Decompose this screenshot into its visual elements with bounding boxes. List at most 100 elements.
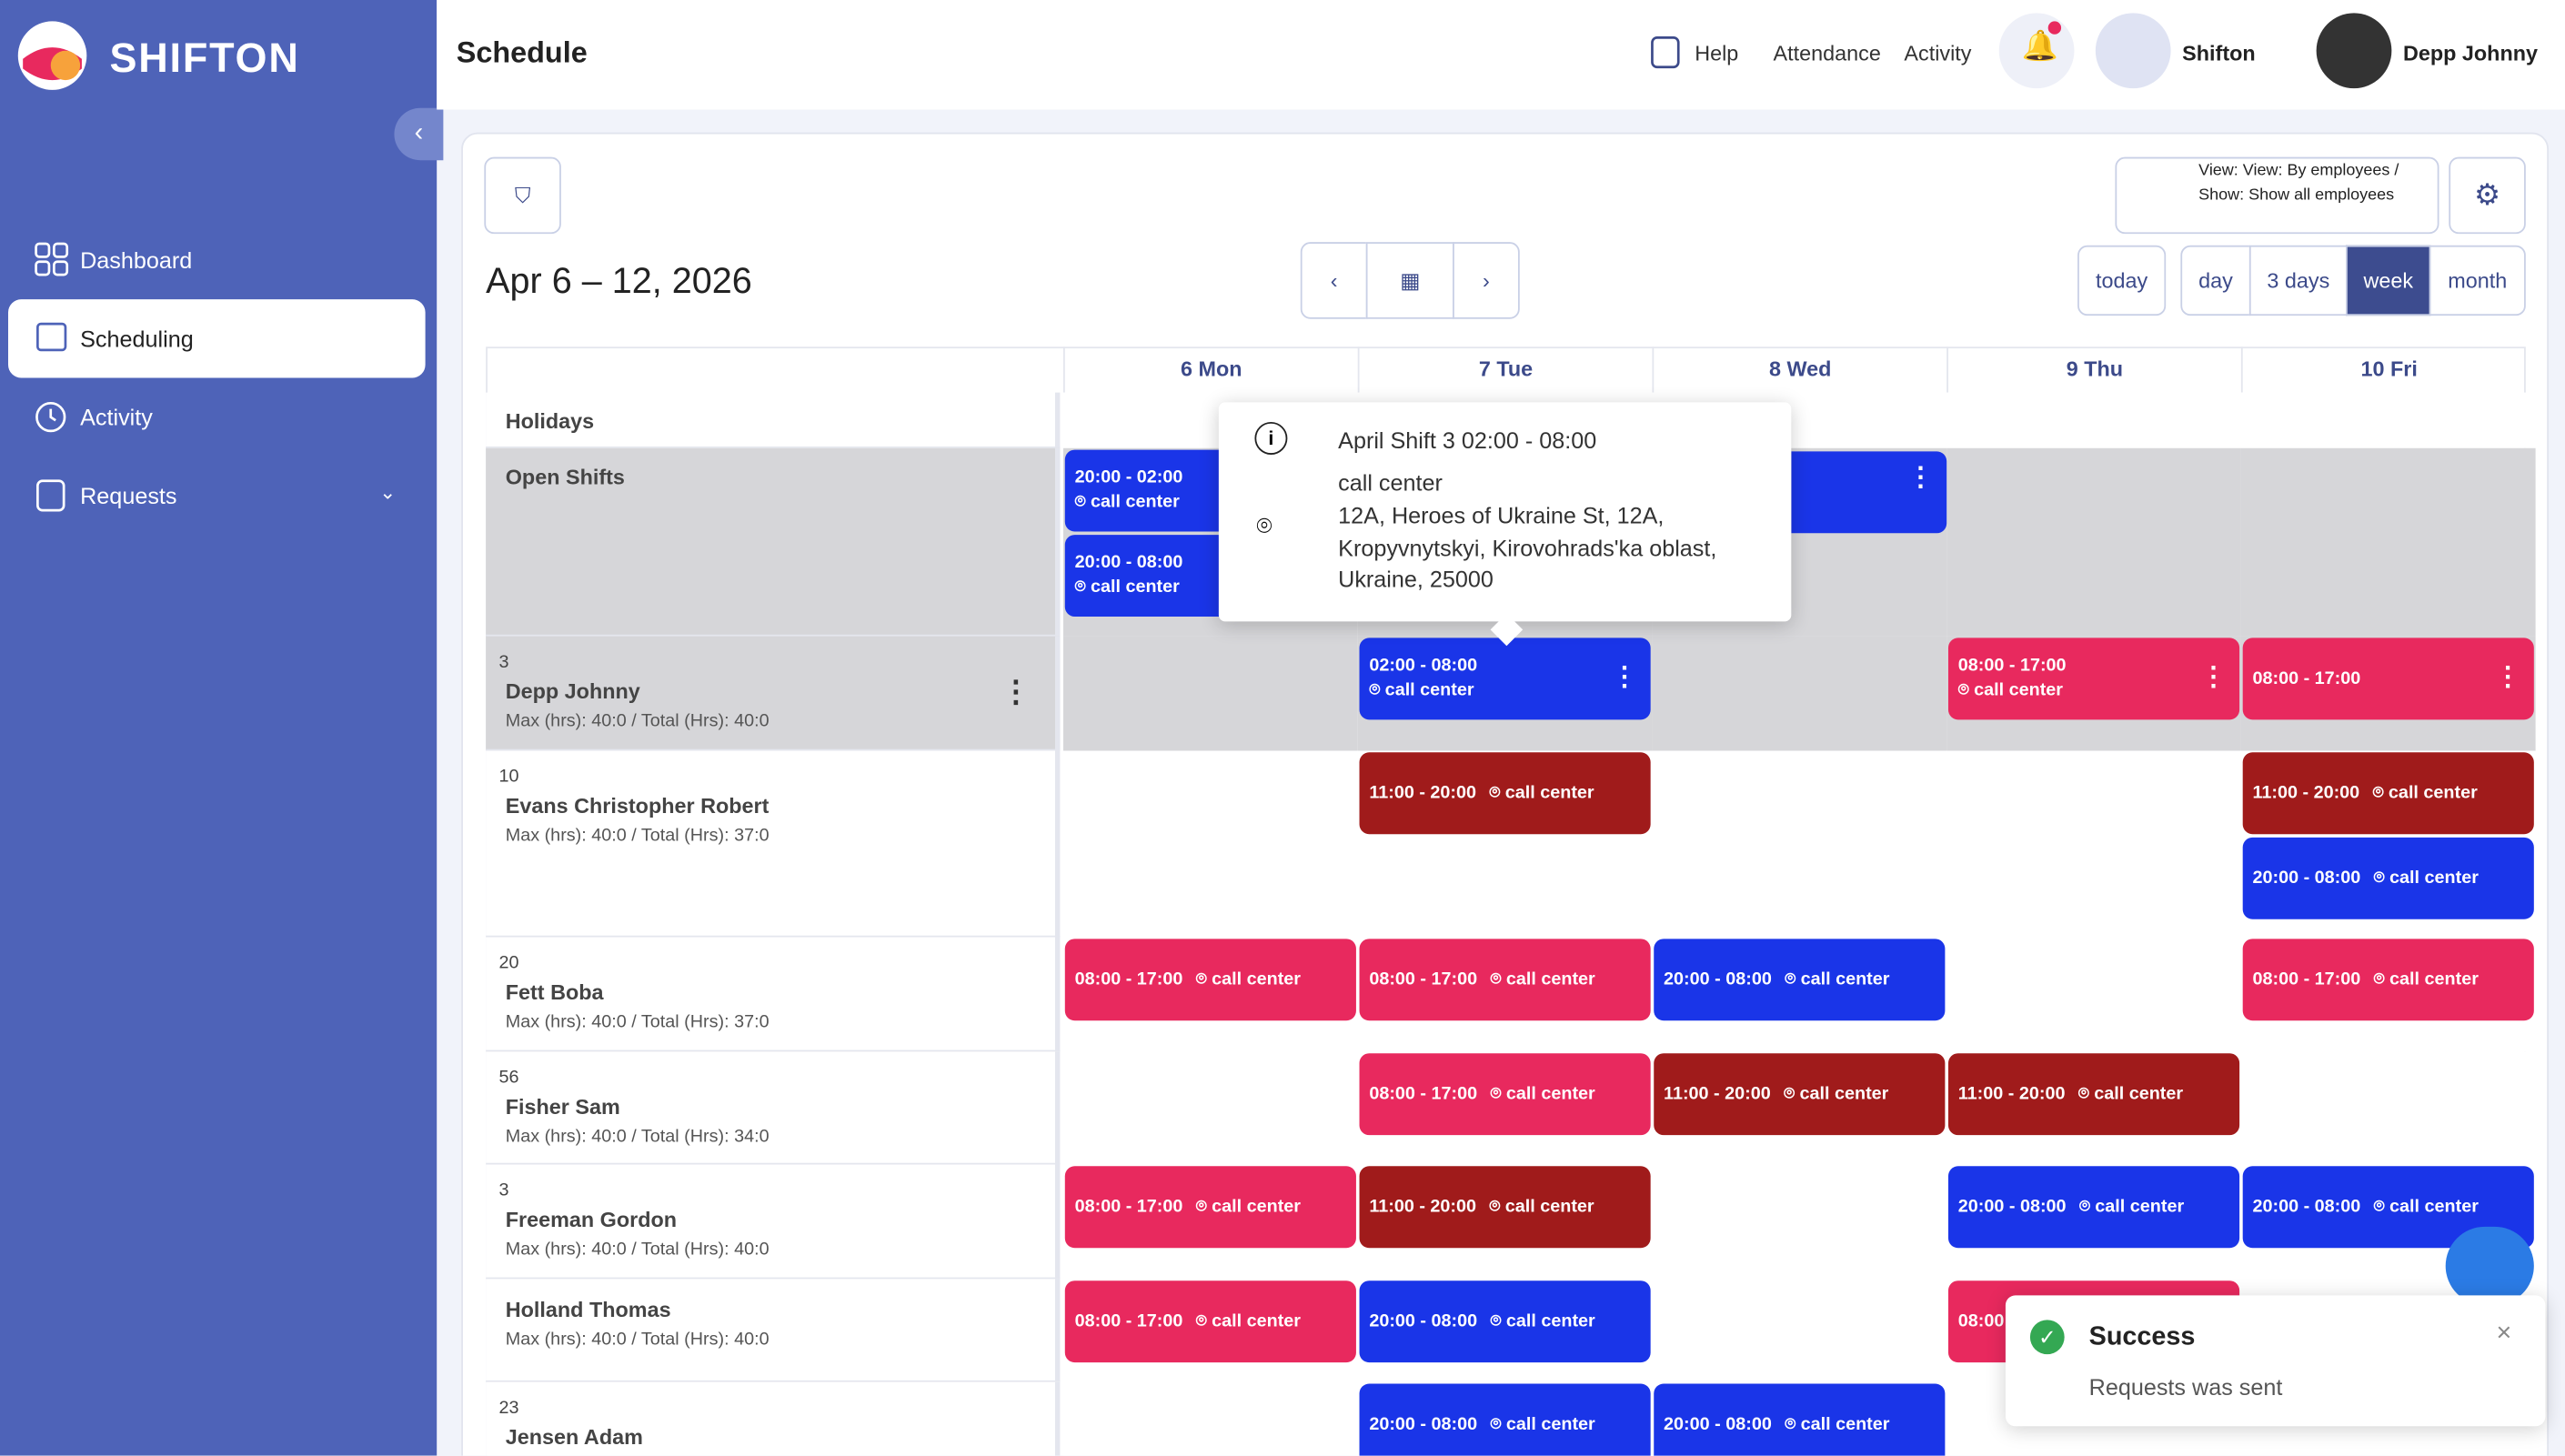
- nav-item[interactable]: Requests: [80, 482, 177, 509]
- row-label: [486, 937, 1061, 1052]
- employee-number: 20: [498, 953, 519, 974]
- shift[interactable]: 08:00 - 17:00 ⌾ call center: [1064, 939, 1356, 1021]
- shift-place: ⌾ call center: [2077, 1083, 2184, 1104]
- shift-time: 20:00 - 08:00: [1369, 1311, 1478, 1331]
- user-name[interactable]: Depp Johnny: [2402, 40, 2539, 65]
- shift-place: ⌾ call center: [1785, 1413, 1890, 1434]
- shift[interactable]: 08:00 - 17:00 ⌾ call center ⋮: [1947, 638, 2240, 720]
- shift-place: ⌾ call center: [1074, 577, 1180, 597]
- shift-time: 11:00 - 20:00: [1369, 1197, 1477, 1218]
- user-avatar[interactable]: [2316, 13, 2392, 89]
- shift-place: ⌾ call center: [2373, 868, 2479, 888]
- pin-icon: ⌾: [1489, 782, 1505, 803]
- shift-time: 11:00 - 20:00: [1369, 783, 1477, 804]
- cell: [1652, 1164, 1947, 1280]
- nav-item[interactable]: Dashboard: [80, 246, 193, 274]
- shift[interactable]: 08:00 - 17:00 ⌾ call center: [1359, 1053, 1651, 1136]
- pin-icon: ⌾: [1785, 969, 1801, 989]
- employee-stats: Max (hrs): 40:0 / Total (Hrs): 37:0: [505, 1012, 770, 1032]
- shift[interactable]: 08:00 - 17:00 ⌾ call center: [1359, 939, 1651, 1021]
- shift[interactable]: 20:00 - 08:00 ⌾ call center: [1654, 1383, 1946, 1456]
- shift-place: ⌾ call center: [1074, 492, 1180, 512]
- header-link[interactable]: Help: [1695, 40, 1739, 65]
- employee-stats: Max (hrs): 40:0 / Total (Hrs): 40:0: [505, 1240, 770, 1260]
- tooltip: i April Shift 3 02:00 - 08:00 ⌾ call cen…: [1218, 402, 1792, 647]
- notifications[interactable]: 🔔: [1998, 13, 2075, 89]
- shift[interactable]: 08:00 - 17:00 ⋮: [2242, 638, 2534, 720]
- pin-icon: ⌾: [1490, 1083, 1506, 1104]
- topbar: Schedule Help Attendance Activity 🔔 Shif…: [437, 0, 2565, 110]
- sidebar: SHIFTON ‹ Dashboard Scheduling Activity …: [0, 0, 444, 1456]
- row-label: [486, 750, 1061, 938]
- shift[interactable]: 02:00 - 08:00 ⌾ call center ⋮: [1359, 638, 1651, 720]
- toast-close[interactable]: ×: [2496, 1320, 2512, 1348]
- cell: [2240, 392, 2536, 448]
- logo: [17, 21, 87, 90]
- today-button[interactable]: today: [2077, 245, 2167, 316]
- cell: [1063, 1051, 1358, 1165]
- shift[interactable]: 20:00 - 08:00 ⌾ call center: [1359, 1383, 1651, 1456]
- shift-place: ⌾ call center: [1490, 1083, 1595, 1104]
- view-button[interactable]: month: [2429, 245, 2526, 316]
- filter-button[interactable]: ⛉: [484, 156, 561, 235]
- shift[interactable]: 11:00 - 20:00 ⌾ call center: [1359, 752, 1651, 835]
- company-avatar[interactable]: [2095, 13, 2171, 89]
- shift-time: 20:00 - 02:00: [1074, 467, 1183, 487]
- calendar-button[interactable]: ▦: [1365, 242, 1454, 319]
- shift[interactable]: 20:00 - 08:00 ⌾ call center: [1947, 1166, 2240, 1249]
- shift-place: ⌾ call center: [1369, 680, 1474, 700]
- employee-stats: Max (hrs): 40:0 / Total (Hrs): 40:0: [505, 1330, 770, 1350]
- shift-place: ⌾ call center: [1785, 969, 1890, 989]
- cell: [1063, 636, 1358, 751]
- header-link[interactable]: Activity: [1904, 40, 1972, 65]
- pin-icon: ⌾: [1489, 1196, 1505, 1217]
- day-header: 8 Wed: [1652, 346, 1946, 393]
- shift[interactable]: 11:00 - 20:00 ⌾ call center: [1947, 1053, 2240, 1136]
- shift-time: 20:00 - 08:00: [2252, 1197, 2361, 1218]
- shift-time: 11:00 - 20:00: [1664, 1084, 1771, 1104]
- collapse-button[interactable]: ‹: [394, 107, 444, 161]
- nav-item-active[interactable]: Scheduling: [7, 299, 426, 378]
- day-header: 7 Tue: [1357, 346, 1653, 393]
- tooltip-title: April Shift 3 02:00 - 08:00: [1338, 427, 1597, 454]
- shift[interactable]: 08:00 - 17:00 ⌾ call center: [2242, 939, 2534, 1021]
- employee-number: 3: [498, 1180, 509, 1201]
- pin-icon: ⌾: [1490, 1310, 1506, 1331]
- shift[interactable]: 08:00 - 17:00 ⌾ call center: [1064, 1166, 1356, 1249]
- view-button[interactable]: 3 days: [2248, 245, 2348, 316]
- pin-icon: ⌾: [1074, 492, 1091, 512]
- shift-time: 08:00 - 17:00: [2252, 969, 2361, 990]
- row-name: Holidays: [505, 408, 595, 434]
- row-label: [486, 1381, 1061, 1456]
- row-menu[interactable]: ⋮: [1001, 675, 1031, 708]
- row-name: Open Shifts: [505, 464, 625, 489]
- shift[interactable]: 11:00 - 20:00 ⌾ call center: [1359, 1166, 1651, 1249]
- view-button-active[interactable]: week: [2346, 245, 2431, 316]
- header-link[interactable]: Attendance: [1773, 40, 1881, 65]
- row-name: Fett Boba: [505, 979, 604, 1005]
- view-line: View: View: By employees /: [2198, 162, 2399, 180]
- view-select[interactable]: View: View: By employees / Show: Show all…: [2115, 156, 2439, 235]
- shift-time: 08:00 - 17:00: [1074, 1197, 1183, 1218]
- shift[interactable]: 20:00 - 08:00 ⌾ call center: [1359, 1280, 1651, 1363]
- next-button[interactable]: ›: [1453, 242, 1520, 319]
- shift[interactable]: 20:00 - 08:00 ⌾ call center: [1654, 939, 1946, 1021]
- row-label: [486, 1051, 1061, 1165]
- shift[interactable]: 11:00 - 20:00 ⌾ call center: [1654, 1053, 1946, 1136]
- pin-icon: ⌾: [1369, 680, 1385, 700]
- settings-button[interactable]: ⚙: [2449, 156, 2526, 235]
- shift[interactable]: 11:00 - 20:00 ⌾ call center: [2242, 752, 2534, 835]
- shift-place: ⌾ call center: [1195, 1196, 1302, 1217]
- company-name[interactable]: Shifton: [2182, 40, 2256, 65]
- nav-item[interactable]: Activity: [80, 404, 153, 430]
- row-name: Holland Thomas: [505, 1297, 671, 1322]
- cell: [1063, 750, 1358, 938]
- shift[interactable]: 08:00 - 17:00 ⌾ call center: [1064, 1280, 1356, 1363]
- shift[interactable]: 20:00 - 08:00 ⌾ call center: [2242, 837, 2534, 919]
- chat-button[interactable]: [2445, 1226, 2534, 1306]
- page-title: Schedule: [456, 35, 588, 69]
- shift-place: ⌾ call center: [1489, 782, 1594, 803]
- cell: [1652, 750, 1947, 938]
- row-name: Jensen Adam: [505, 1424, 643, 1450]
